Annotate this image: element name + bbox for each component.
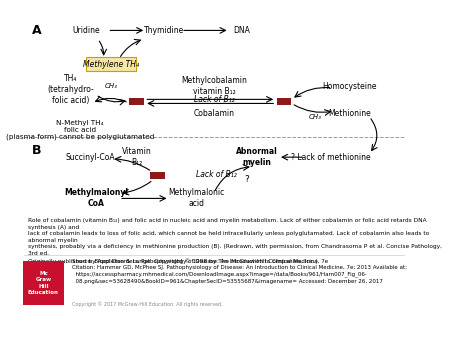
Text: Uridine: Uridine <box>72 26 100 35</box>
Text: Methylmalonic
acid: Methylmalonic acid <box>168 188 225 208</box>
Text: B: B <box>32 144 41 156</box>
Text: DNA: DNA <box>233 26 250 35</box>
Text: CH₃: CH₃ <box>309 114 321 120</box>
Text: Lack of B₁₂: Lack of B₁₂ <box>196 170 236 179</box>
FancyBboxPatch shape <box>86 57 136 71</box>
Text: ?: ? <box>245 175 249 184</box>
Text: Thymidine: Thymidine <box>144 26 184 35</box>
Text: Methylcobalamin
vitamin B₁₂: Methylcobalamin vitamin B₁₂ <box>181 76 247 96</box>
FancyBboxPatch shape <box>23 261 63 305</box>
Text: Mc
Graw
Hill
Education: Mc Graw Hill Education <box>28 271 59 295</box>
Text: Role of cobalamin (vitamin B₁₂) and folic acid in nucleic acid and myelin metabo: Role of cobalamin (vitamin B₁₂) and foli… <box>28 218 442 264</box>
Text: Methionine: Methionine <box>328 109 371 118</box>
Text: ? Lack of methionine: ? Lack of methionine <box>291 153 370 162</box>
Text: Vitamin
B₁₂: Vitamin B₁₂ <box>122 147 151 167</box>
Text: Cobalamin: Cobalamin <box>194 109 234 118</box>
Text: Methylmalonyl
CoA: Methylmalonyl CoA <box>64 188 128 208</box>
FancyBboxPatch shape <box>150 172 165 179</box>
Text: A: A <box>32 24 41 37</box>
Text: CH₃: CH₃ <box>105 83 118 89</box>
Text: Methylene TH₄: Methylene TH₄ <box>83 60 140 69</box>
FancyBboxPatch shape <box>277 98 291 105</box>
FancyBboxPatch shape <box>129 98 144 105</box>
Text: Succinyl-CoA: Succinyl-CoA <box>65 153 115 162</box>
Text: Source: Blood Disorders, Pathophysiology of Disease: An Introduction to Clinical: Source: Blood Disorders, Pathophysiology… <box>72 259 408 284</box>
Text: Lack of B₁₂: Lack of B₁₂ <box>194 95 234 104</box>
Text: Copyright © 2017 McGraw-Hill Education. All rights reserved.: Copyright © 2017 McGraw-Hill Education. … <box>72 301 223 307</box>
Text: TH₄
(tetrahydro-
folic acid): TH₄ (tetrahydro- folic acid) <box>47 74 94 105</box>
Text: N-Methyl TH₄
folic acid
(plasma form) cannot be polyglutamated: N-Methyl TH₄ folic acid (plasma form) ca… <box>6 120 154 140</box>
Text: Abnormal
myelin: Abnormal myelin <box>236 147 278 167</box>
Text: Homocysteine: Homocysteine <box>323 82 377 91</box>
